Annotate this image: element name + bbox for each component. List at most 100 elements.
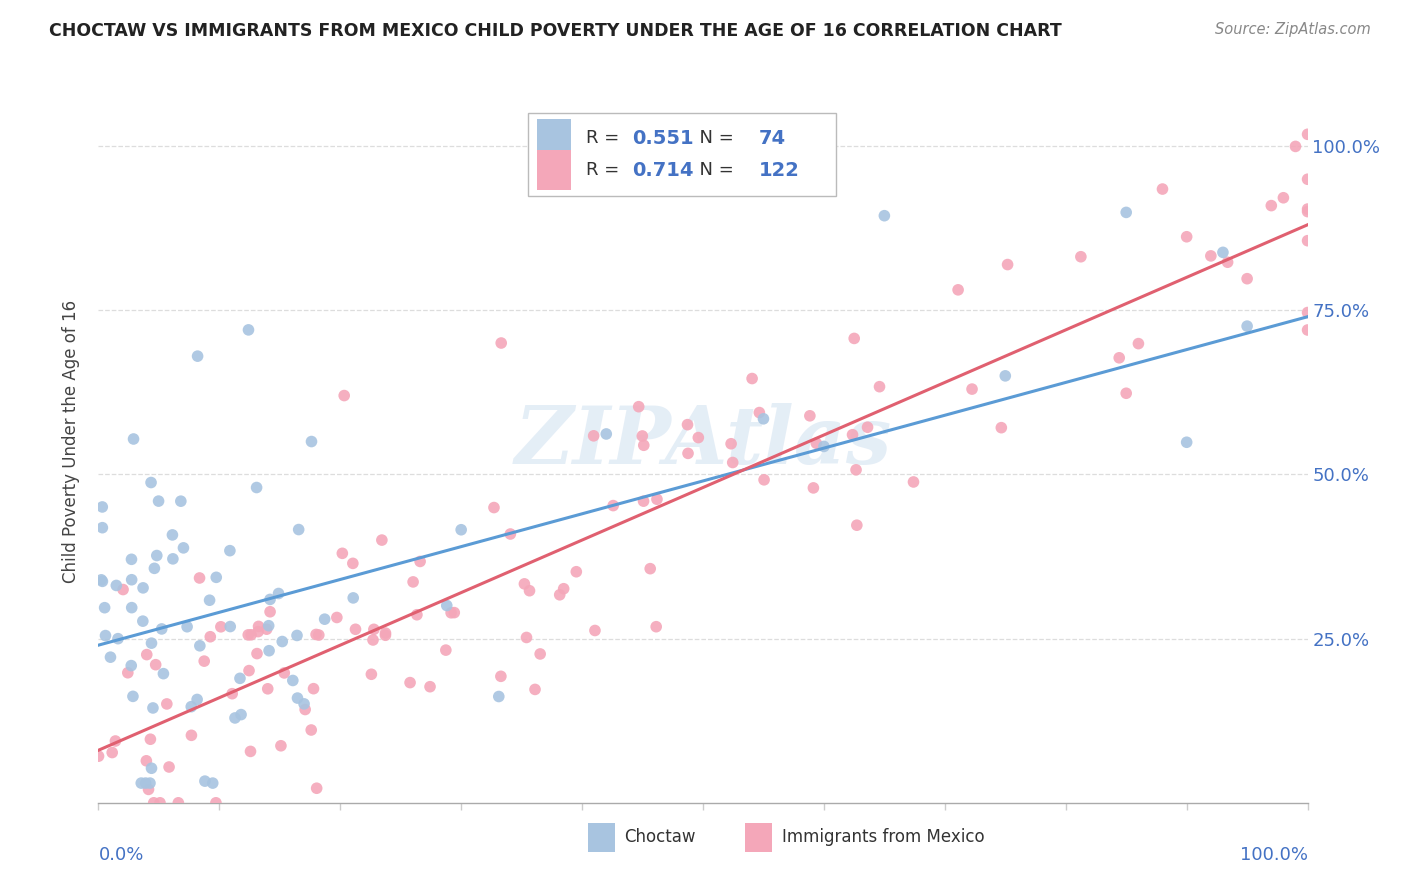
Point (229, 707, 252, 722)
Point (903, 475, 925, 489)
Point (419, 680, 441, 694)
Text: Choctaw: Choctaw (624, 829, 696, 847)
Point (104, 734, 127, 748)
Point (107, 632, 129, 646)
Point (91, 574, 114, 589)
Point (1199, 249, 1222, 263)
Point (188, 639, 211, 653)
Point (308, 628, 330, 642)
Point (299, 723, 322, 737)
Point (402, 574, 425, 589)
Point (93, 600, 115, 615)
Point (638, 562, 661, 576)
Point (363, 623, 385, 637)
Point (553, 582, 575, 596)
Point (409, 554, 432, 568)
Point (139, 776, 162, 790)
Point (247, 624, 270, 639)
Point (305, 627, 328, 641)
Point (529, 647, 551, 661)
Point (221, 687, 243, 701)
Point (256, 622, 278, 636)
Point (1115, 205, 1137, 219)
Point (1296, 172, 1319, 186)
Point (515, 631, 537, 645)
Point (450, 523, 472, 537)
Point (145, 657, 167, 672)
Point (1296, 128, 1319, 142)
Point (997, 258, 1019, 272)
Point (803, 481, 825, 495)
Point (595, 426, 617, 441)
Point (167, 796, 190, 810)
Point (132, 614, 155, 628)
Point (1212, 245, 1234, 260)
Point (602, 499, 624, 513)
Point (406, 607, 429, 622)
Point (101, 746, 124, 760)
Point (162, 552, 184, 566)
Point (132, 581, 155, 595)
Point (721, 456, 744, 470)
Point (148, 494, 170, 508)
Point (1128, 336, 1150, 351)
Point (170, 494, 193, 508)
Point (273, 665, 295, 680)
Point (374, 628, 396, 642)
Point (152, 666, 174, 681)
Point (139, 732, 162, 747)
Point (105, 578, 128, 592)
Point (180, 699, 202, 714)
Point (314, 612, 336, 626)
Point (752, 412, 775, 426)
FancyBboxPatch shape (745, 823, 772, 852)
Y-axis label: Child Poverty Under the Age of 16: Child Poverty Under the Age of 16 (62, 300, 80, 583)
Point (1296, 234, 1319, 248)
Point (990, 420, 1012, 434)
Point (188, 571, 211, 585)
Point (844, 331, 866, 345)
Point (326, 610, 349, 624)
Point (524, 682, 547, 697)
Point (583, 624, 606, 638)
Point (946, 283, 969, 297)
Point (633, 494, 655, 508)
Point (344, 622, 367, 636)
Point (489, 669, 512, 683)
Point (219, 543, 242, 558)
Point (201, 776, 224, 790)
Point (90, 573, 112, 587)
Point (1070, 250, 1092, 264)
Point (122, 690, 145, 704)
Point (138, 782, 160, 797)
Text: Immigrants from Mexico: Immigrants from Mexico (782, 829, 984, 847)
Point (193, 654, 215, 668)
Point (240, 628, 263, 642)
Point (1108, 351, 1130, 365)
Point (121, 552, 143, 566)
Point (281, 673, 304, 688)
Point (142, 796, 165, 810)
Point (1296, 305, 1319, 319)
Point (176, 620, 198, 634)
Point (146, 549, 169, 563)
Point (645, 492, 668, 507)
Point (856, 420, 879, 434)
Point (246, 647, 269, 661)
Point (1284, 139, 1306, 153)
Point (238, 628, 260, 642)
Point (121, 573, 143, 587)
Point (342, 591, 364, 605)
Point (330, 546, 353, 560)
Point (239, 744, 262, 758)
Point (333, 388, 356, 402)
Point (187, 349, 209, 363)
Point (186, 692, 208, 706)
Point (257, 644, 280, 658)
Text: 0.0%: 0.0% (98, 847, 143, 864)
Point (247, 619, 270, 633)
Point (162, 528, 184, 542)
Point (294, 702, 316, 716)
Point (342, 557, 364, 571)
Point (582, 429, 605, 443)
